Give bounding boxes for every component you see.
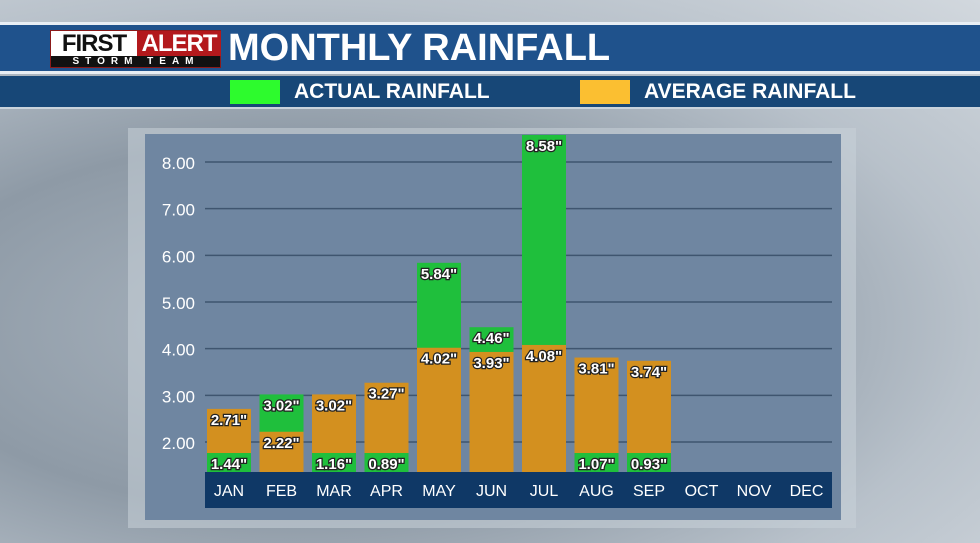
bar-value-label: 0.93" xyxy=(631,456,667,473)
logo-subtitle: STORM TEAM xyxy=(72,56,200,67)
actual-bar xyxy=(574,453,619,472)
x-tick-label: JUL xyxy=(530,483,559,500)
actual-bar xyxy=(627,453,671,472)
average-bar xyxy=(574,357,619,472)
x-tick-label: FEB xyxy=(266,483,297,500)
y-tick-label: 3.00 xyxy=(162,387,195,406)
bar-value-label: 8.58" xyxy=(526,138,562,155)
y-tick-label: 8.00 xyxy=(162,154,195,173)
bar-value-label: 3.74" xyxy=(631,364,667,381)
bar-value-label: 4.02" xyxy=(421,351,457,368)
x-tick-label: MAY xyxy=(422,483,456,500)
legend-label-actual: ACTUAL RAINFALL xyxy=(294,80,490,103)
bar-value-label: 3.02" xyxy=(316,397,352,414)
logo-alert: ALERT xyxy=(137,31,221,56)
bar-value-label: 3.93" xyxy=(473,355,509,372)
x-tick-label: AUG xyxy=(579,483,614,500)
bar-value-label: 2.22" xyxy=(263,435,299,452)
first-alert-logo: FIRST ALERT STORM TEAM xyxy=(50,30,221,68)
average-bar xyxy=(522,344,566,472)
x-tick-label: DEC xyxy=(790,483,824,500)
legend-band xyxy=(0,76,980,109)
x-tick-label: MAR xyxy=(316,483,352,500)
bar-value-label: 0.89" xyxy=(368,456,404,473)
y-tick-label: 7.00 xyxy=(162,201,195,220)
y-tick-label: 5.00 xyxy=(162,294,195,313)
bar-value-label: 1.16" xyxy=(316,456,352,473)
bar-value-label: 5.84" xyxy=(421,266,457,283)
bar-value-label: 3.81" xyxy=(578,361,614,378)
x-tick-label: OCT xyxy=(685,483,719,500)
y-tick-label: 4.00 xyxy=(162,341,195,360)
legend-label-average: AVERAGE RAINFALL xyxy=(644,80,856,103)
legend-average: AVERAGE RAINFALL xyxy=(580,80,856,104)
bar-value-label: 4.08" xyxy=(526,348,562,365)
bar-value-label: 1.07" xyxy=(578,456,614,473)
legend-swatch-actual xyxy=(230,80,280,104)
bar-value-label: 4.46" xyxy=(473,330,509,347)
x-tick-label: JUN xyxy=(476,483,507,500)
bar-value-label: 1.44" xyxy=(211,456,247,473)
bar-value-label: 3.27" xyxy=(368,386,404,403)
average-bar xyxy=(417,347,461,472)
legend-swatch-average xyxy=(580,80,630,104)
x-tick-label: JAN xyxy=(214,483,244,500)
x-tick-label: NOV xyxy=(737,483,772,500)
actual-bar xyxy=(312,453,356,472)
average-bar xyxy=(469,351,514,472)
average-bar xyxy=(259,431,304,472)
bar-value-label: 3.02" xyxy=(263,397,299,414)
bar-value-label: 2.71" xyxy=(211,412,247,429)
logo-first: FIRST xyxy=(51,31,137,56)
x-tick-label: SEP xyxy=(633,483,665,500)
y-tick-label: 2.00 xyxy=(162,434,195,453)
actual-bar xyxy=(364,453,409,472)
x-axis-band xyxy=(205,472,832,508)
y-tick-label: 6.00 xyxy=(162,247,195,266)
actual-bar xyxy=(207,453,251,472)
legend-actual: ACTUAL RAINFALL xyxy=(230,80,490,104)
x-tick-label: APR xyxy=(370,483,403,500)
chart-title: MONTHLY RAINFALL xyxy=(228,27,611,69)
